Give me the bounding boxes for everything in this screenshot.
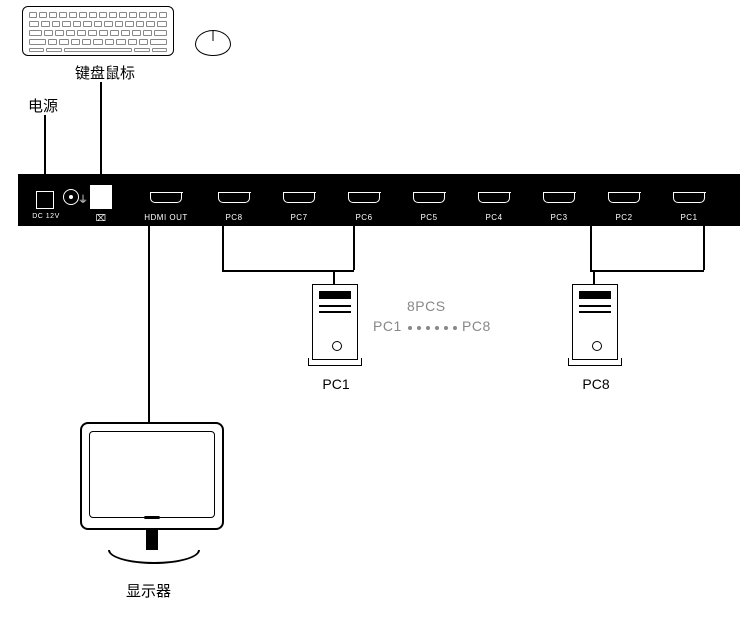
keyboard-icon bbox=[22, 6, 174, 56]
dc-power-port-icon bbox=[36, 191, 54, 209]
pc8-wire-v2 bbox=[353, 226, 355, 270]
usb-port-icon bbox=[90, 185, 112, 209]
usb-wire bbox=[100, 82, 102, 174]
mouse-icon bbox=[195, 30, 231, 56]
keyboard-mouse-label: 键盘鼠标 bbox=[75, 62, 135, 83]
ellipsis-dot bbox=[408, 326, 412, 330]
ellipsis-dot bbox=[453, 326, 457, 330]
pc8-caption: PC8 bbox=[566, 376, 626, 392]
pc-port-icon bbox=[608, 193, 640, 203]
hdmi-out-label: HDMI OUT bbox=[136, 213, 196, 222]
diagram-stage: 键盘鼠标 电源 DC 12V ⏚ ⌧ HDMI OUT PC8 PC7 PC6 PC5… bbox=[0, 0, 747, 624]
pc-port-icon bbox=[673, 193, 705, 203]
monitor-label: 显示器 bbox=[126, 580, 171, 601]
pc1-wire-h bbox=[590, 270, 704, 272]
pc1-mid-label: PC1 bbox=[373, 318, 402, 334]
ground-icon bbox=[63, 189, 79, 205]
ellipsis-dot bbox=[444, 326, 448, 330]
usb-port-label: ⌧ bbox=[93, 213, 109, 224]
pc-port-label: PC8 bbox=[211, 213, 257, 222]
pc-port-label: PC2 bbox=[601, 213, 647, 222]
pc1-wire-v2 bbox=[703, 226, 705, 270]
dc-power-label: DC 12V bbox=[26, 213, 66, 220]
pc-port-label: PC4 bbox=[471, 213, 517, 222]
power-wire bbox=[44, 115, 46, 174]
ellipsis-dot bbox=[417, 326, 421, 330]
pc1-caption: PC1 bbox=[306, 376, 366, 392]
pc-port-label: PC5 bbox=[406, 213, 452, 222]
hdmi-out-port-icon bbox=[150, 193, 182, 203]
pc8-tower-wire bbox=[593, 270, 595, 284]
pc1-tower-wire bbox=[333, 270, 335, 284]
ellipsis-dot bbox=[426, 326, 430, 330]
pc-port-label: PC3 bbox=[536, 213, 582, 222]
pc-port-icon bbox=[218, 193, 250, 203]
ground-symbol-icon: ⏚ bbox=[78, 191, 88, 201]
pc-port-icon bbox=[478, 193, 510, 203]
pc-port-label: PC7 bbox=[276, 213, 322, 222]
ellipsis-dot bbox=[435, 326, 439, 330]
pc8-wire-v bbox=[222, 226, 224, 270]
pc-port-label: PC6 bbox=[341, 213, 387, 222]
pc-port-icon bbox=[543, 193, 575, 203]
pc-port-label: PC1 bbox=[666, 213, 712, 222]
pc1-wire-v bbox=[590, 226, 592, 270]
pc-port-icon bbox=[413, 193, 445, 203]
pc-port-icon bbox=[348, 193, 380, 203]
pc8-mid-label: PC8 bbox=[462, 318, 491, 334]
monitor-icon bbox=[80, 422, 226, 572]
power-label: 电源 bbox=[28, 95, 58, 116]
kvm-switch-bar: DC 12V ⏚ ⌧ HDMI OUT PC8 PC7 PC6 PC5 PC4 PC3 PC… bbox=[18, 174, 740, 226]
pcs-count-label: 8PCS bbox=[407, 298, 446, 314]
hdmi-out-wire bbox=[148, 226, 150, 422]
pc-port-icon bbox=[283, 193, 315, 203]
